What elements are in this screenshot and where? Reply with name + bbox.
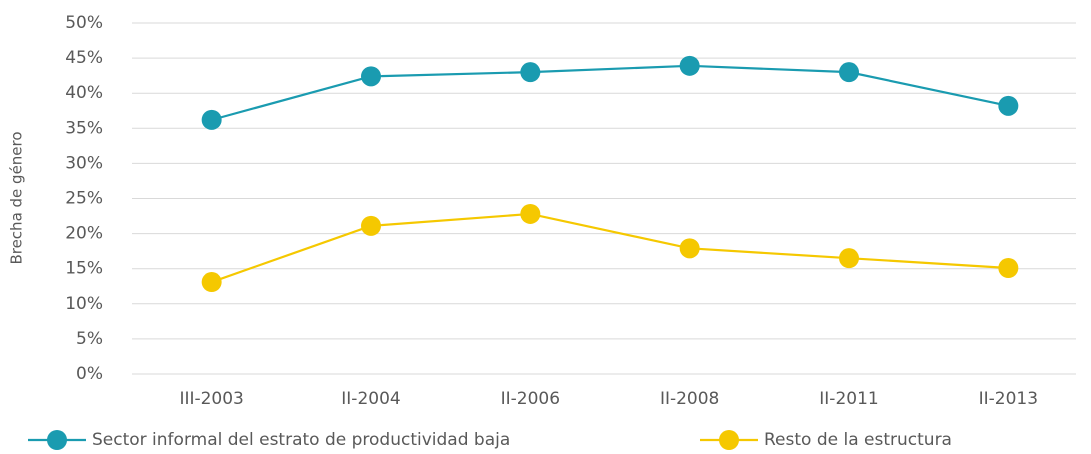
y-tick-label: 10% bbox=[65, 294, 103, 314]
y-tick-label: 35% bbox=[65, 118, 103, 138]
x-tick-label: II-2013 bbox=[979, 389, 1038, 409]
y-tick-label: 25% bbox=[65, 189, 103, 209]
data-point bbox=[679, 55, 700, 76]
y-tick-label: 15% bbox=[65, 259, 103, 279]
y-tick-label: 45% bbox=[65, 48, 103, 68]
legend-label: Resto de la estructura bbox=[764, 430, 952, 450]
y-tick-label: 50% bbox=[65, 13, 103, 33]
data-point bbox=[839, 248, 859, 269]
legend-label: Sector informal del estrato de productiv… bbox=[92, 430, 510, 450]
data-point bbox=[201, 109, 222, 130]
legend-marker bbox=[719, 430, 739, 450]
x-tick-label: II-2008 bbox=[660, 389, 719, 409]
data-point bbox=[520, 62, 541, 83]
y-tick-label: 40% bbox=[65, 83, 103, 103]
data-point bbox=[361, 66, 381, 87]
y-tick-label: 0% bbox=[76, 364, 103, 384]
x-tick-label: II-2006 bbox=[501, 389, 560, 409]
x-tick-label: II-2004 bbox=[341, 389, 400, 409]
data-point bbox=[361, 215, 381, 236]
legend-marker bbox=[47, 430, 67, 450]
y-tick-label: 20% bbox=[65, 224, 103, 244]
series-line bbox=[211, 212, 1009, 284]
data-point bbox=[679, 238, 700, 259]
data-point bbox=[998, 95, 1019, 116]
data-point bbox=[201, 272, 222, 293]
x-tick-label: III-2003 bbox=[179, 389, 243, 409]
y-tick-label: 5% bbox=[76, 329, 103, 349]
y-tick-label: 30% bbox=[65, 153, 103, 173]
data-point bbox=[520, 203, 541, 224]
data-point bbox=[839, 62, 859, 83]
x-tick-label: II-2011 bbox=[819, 389, 878, 409]
data-point bbox=[998, 257, 1019, 278]
series-line bbox=[211, 64, 1009, 121]
y-axis-title: Brecha de género bbox=[8, 131, 26, 264]
